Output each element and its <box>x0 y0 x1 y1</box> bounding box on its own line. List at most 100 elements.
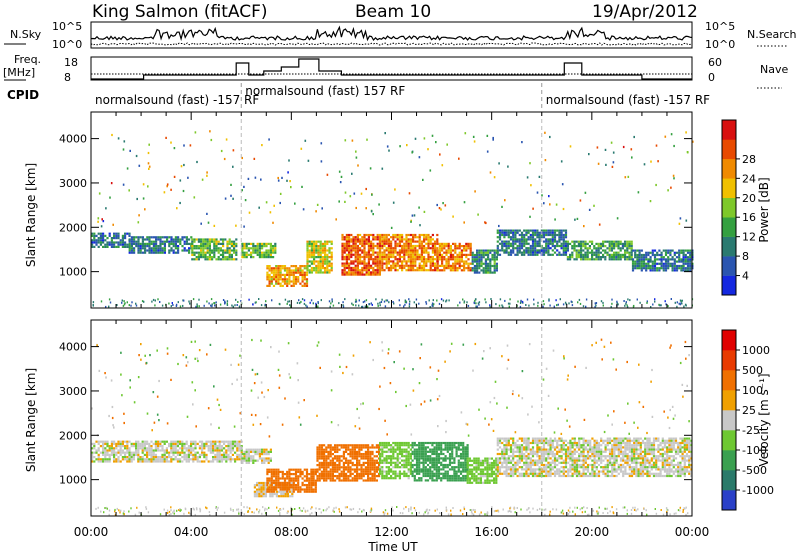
range-cell <box>91 234 94 237</box>
range-cell <box>487 269 490 272</box>
range-cell <box>396 258 399 261</box>
range-cell <box>569 253 572 256</box>
range-cell <box>108 445 111 448</box>
range-cell <box>456 253 459 256</box>
range-cell <box>424 461 427 464</box>
range-cell <box>443 264 446 267</box>
range-cell <box>348 266 351 270</box>
range-cell <box>413 214 416 217</box>
range-cell <box>420 457 423 460</box>
range-cell <box>338 455 341 458</box>
range-cell <box>409 251 412 254</box>
range-cell <box>420 249 423 252</box>
range-cell <box>422 446 425 449</box>
range-cell <box>247 247 250 250</box>
range-cell <box>423 266 426 270</box>
range-cell <box>542 305 544 308</box>
range-cell <box>435 463 438 467</box>
range-cell <box>343 249 346 252</box>
range-cell <box>261 453 264 456</box>
range-cell <box>380 301 383 303</box>
range-cell <box>597 245 600 248</box>
range-cell <box>361 236 364 239</box>
range-cell <box>534 242 537 245</box>
range-cell <box>266 470 269 473</box>
range-cell <box>525 233 528 237</box>
range-cell <box>179 240 182 243</box>
range-cell <box>301 269 304 272</box>
range-cell <box>325 470 328 473</box>
range-cell <box>306 264 309 267</box>
range-cell <box>319 269 322 272</box>
range-cell <box>662 249 665 252</box>
range-cell <box>538 244 541 248</box>
range-cell <box>420 450 423 453</box>
range-cell <box>405 233 408 237</box>
range-cell <box>344 191 347 194</box>
range-cell <box>455 470 458 473</box>
range-cell <box>286 302 288 305</box>
range-cell <box>137 447 140 450</box>
range-cell <box>531 242 535 245</box>
range-cell <box>475 466 478 469</box>
range-cell <box>345 444 348 447</box>
range-cell <box>415 466 419 469</box>
range-cell <box>367 466 370 469</box>
range-cell <box>110 449 113 452</box>
range-cell <box>462 463 465 467</box>
range-cell <box>256 242 259 245</box>
range-cell <box>210 298 213 301</box>
range-cell <box>429 236 432 239</box>
range-cell <box>514 240 517 243</box>
range-cell <box>170 305 172 308</box>
range-cell <box>479 464 482 467</box>
range-cell <box>493 264 496 268</box>
range-cell <box>458 258 461 261</box>
range-cell <box>174 247 177 250</box>
range-cell <box>376 271 379 274</box>
range-cell <box>376 262 379 265</box>
range-cell <box>197 253 200 256</box>
range-cell <box>123 300 125 303</box>
range-cell <box>545 229 548 232</box>
range-cell <box>174 236 177 239</box>
range-cell <box>390 255 393 259</box>
range-cell <box>354 260 357 263</box>
range-cell <box>148 240 151 243</box>
range-cell <box>675 256 679 259</box>
range-cell <box>456 256 459 259</box>
range-cell <box>448 479 452 482</box>
range-cell <box>110 447 113 450</box>
range-cell <box>345 247 348 250</box>
range-cell <box>258 457 261 460</box>
range-cell <box>318 461 321 464</box>
range-cell <box>204 242 207 245</box>
range-cell <box>473 459 476 462</box>
range-cell <box>211 258 214 261</box>
range-cell <box>279 481 282 484</box>
range-cell <box>166 240 169 243</box>
range-cell <box>534 249 537 252</box>
range-cell <box>354 242 357 245</box>
range-cell <box>608 247 611 250</box>
range-cell <box>325 446 328 449</box>
range-cell <box>367 448 370 451</box>
range-cell <box>645 251 648 254</box>
range-cell <box>144 238 147 241</box>
range-cell <box>362 479 365 482</box>
range-cell <box>542 253 546 256</box>
range-cell <box>507 251 510 254</box>
range-cell <box>451 448 454 451</box>
range-cell <box>268 276 271 279</box>
range-cell <box>288 484 291 487</box>
range-cell <box>310 260 313 263</box>
range-cell <box>303 284 306 287</box>
range-cell <box>334 479 337 482</box>
range-cell <box>97 453 100 456</box>
range-cell <box>604 256 607 259</box>
range-cell <box>456 247 459 250</box>
range-cell <box>310 271 313 274</box>
range-cell <box>292 273 295 276</box>
range-cell <box>356 249 359 252</box>
range-cell <box>634 253 637 257</box>
